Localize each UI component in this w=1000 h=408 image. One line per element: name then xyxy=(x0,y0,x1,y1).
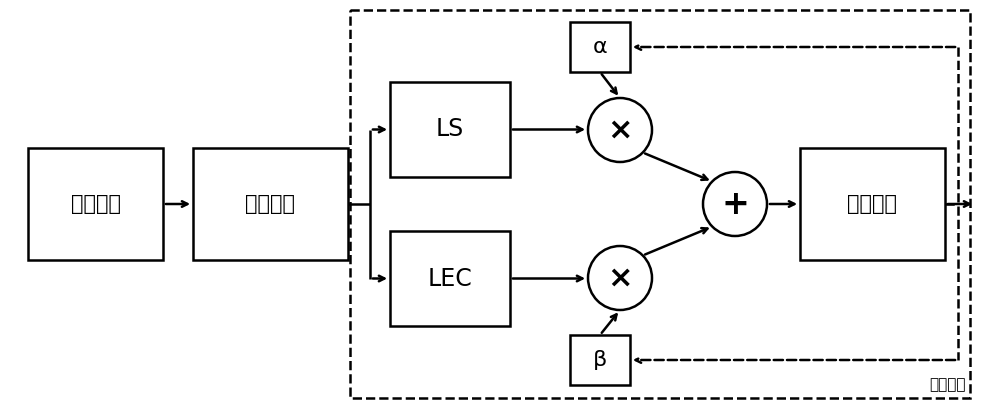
Text: α: α xyxy=(593,37,607,57)
Text: +: + xyxy=(721,188,749,222)
Text: 判断结果: 判断结果 xyxy=(848,194,898,214)
Circle shape xyxy=(588,98,652,162)
Bar xyxy=(800,148,945,260)
Bar xyxy=(570,22,630,72)
Bar xyxy=(390,82,510,177)
Bar xyxy=(193,148,348,260)
Text: ×: × xyxy=(607,115,633,144)
Text: LEC: LEC xyxy=(428,266,472,290)
Circle shape xyxy=(588,246,652,310)
Text: LS: LS xyxy=(436,118,464,142)
Text: 风险模型: 风险模型 xyxy=(930,377,966,392)
Bar xyxy=(350,10,970,398)
Text: ×: × xyxy=(607,264,633,293)
Text: 数据筛选: 数据筛选 xyxy=(246,194,296,214)
Bar xyxy=(28,148,163,260)
Text: β: β xyxy=(593,350,607,370)
Circle shape xyxy=(703,172,767,236)
Bar xyxy=(390,231,510,326)
Text: 采集数据: 采集数据 xyxy=(70,194,120,214)
Bar xyxy=(570,335,630,385)
